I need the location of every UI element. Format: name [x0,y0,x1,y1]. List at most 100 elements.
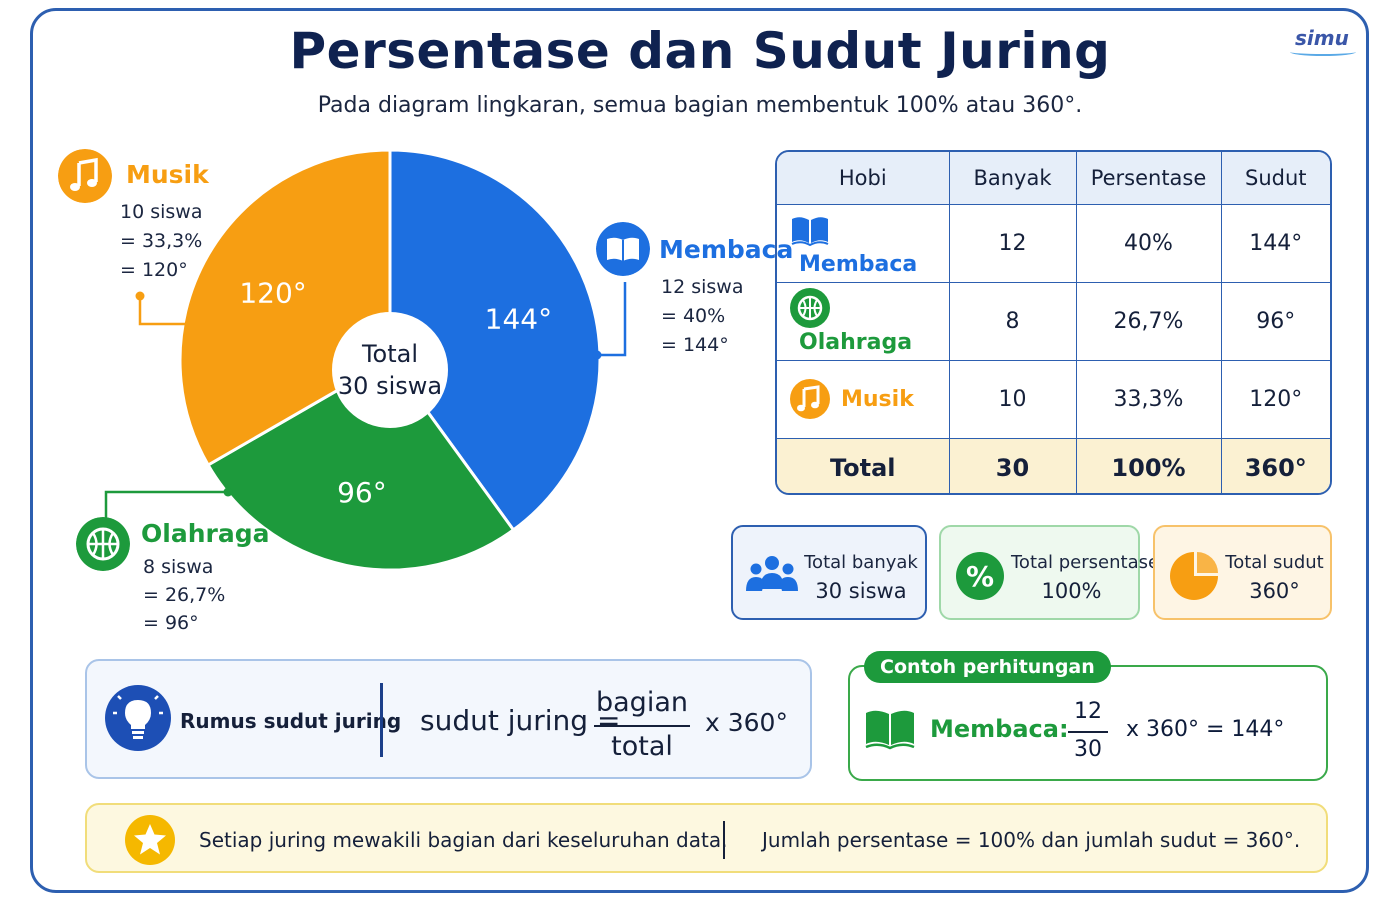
callout-membaca-line-2: = 40% [661,305,726,327]
table-header-hobi: Hobi [777,152,950,205]
card-label: Total sudut [1225,552,1324,573]
formula-label: Rumus sudut juring [180,709,402,733]
formula-lhs: sudut juring = [420,704,621,737]
card-total-persentase: % Total persentase 100% [939,525,1160,620]
page-title: Persentase dan Sudut Juring [289,22,1111,80]
formula-rhs: x 360° [705,708,788,737]
example-box: Contoh perhitungan Membaca: 12 30 x 360°… [848,651,1328,781]
formula-numerator: bagian [596,687,688,718]
pie-slice-label-membaca: 144° [485,302,552,335]
table-row: Olahraga 8 26,7% 96° [777,281,1330,361]
book-icon [865,710,915,750]
basketball-icon [76,517,130,571]
formula-fraction-bar [594,725,690,727]
star-icon [125,815,175,865]
card-value: 360° [1249,579,1300,603]
callout-olahraga-line-2: = 26,7% [143,584,226,606]
callout-olahraga-name: Olahraga [141,519,270,548]
musik-leader-line [138,296,190,326]
table-total-row: Total 30 100% 360° [777,437,1330,493]
table-hobi-name: Membaca [799,251,918,277]
pie-center-label-2: 30 siswa [338,372,442,400]
brand-logo: simu [1295,26,1349,50]
formula-denominator: total [611,731,673,762]
card-value: 100% [1041,579,1102,603]
note-right-text: Jumlah persentase = 100% dan jumlah sudu… [762,828,1301,852]
pie-center-label-1: Total [361,340,418,368]
callout-olahraga-line-3: = 96° [143,612,199,634]
table-hobi-name: Musik [841,386,914,412]
formula-box: Rumus sudut juring sudut juring = bagian… [85,659,812,779]
callout-membaca-name: Membaca [659,235,794,264]
basketball-icon [790,288,830,329]
svg-text:%: % [966,560,994,593]
table-cell-persentase: 26,7% [1075,281,1222,361]
callout-musik-line-3: = 120° [120,259,188,281]
page-subtitle: Pada diagram lingkaran, semua bagian mem… [317,93,1083,118]
example-rhs: x 360° = 144° [1126,717,1285,742]
table-total-label: Total [777,437,950,493]
table-header-row: Hobi Banyak Persentase Sudut [777,152,1330,205]
card-total-banyak: Total banyak 30 siswa [731,525,927,620]
table-cell-sudut: 96° [1220,281,1330,361]
olahraga-leader-dot [223,487,233,497]
note-divider [723,821,725,859]
membaca-leader-dot [592,350,602,360]
table-header-banyak: Banyak [948,152,1077,205]
people-icon [746,556,798,591]
table-header-persentase: Persentase [1075,152,1222,205]
callout-musik-line-1: 10 siswa [120,201,203,223]
book-icon [596,222,650,276]
pie-slice-membaca [388,148,602,532]
example-numerator: 12 [1074,699,1102,724]
data-table: Hobi Banyak Persentase Sudut Membaca 12 … [775,150,1332,495]
table-cell-sudut: 144° [1220,203,1330,283]
callout-membaca-line-3: = 144° [661,334,729,356]
callout-membaca-line-1: 12 siswa [661,276,744,298]
card-label: Total banyak [804,552,918,573]
table-total-persentase: 100% [1075,437,1222,493]
table-cell-banyak: 8 [948,281,1077,361]
music-note-icon [790,379,830,419]
callout-musik-name: Musik [126,160,209,189]
example-tag: Contoh perhitungan [864,651,1111,683]
table-cell-persentase: 33,3% [1075,359,1222,439]
pie-slice-label-musik: 120° [239,277,306,310]
lightbulb-icon [105,685,171,751]
music-note-icon [58,149,112,203]
table-cell-persentase: 40% [1075,203,1222,283]
pie-slice-olahraga [206,358,516,572]
example-label: Membaca: [930,715,1069,743]
callout-olahraga-line-1: 8 siswa [143,556,214,578]
table-cell-banyak: 10 [948,359,1077,439]
table-cell-sudut: 120° [1220,359,1330,439]
table-cell-banyak: 12 [948,203,1077,283]
pie-center-hole [332,312,448,428]
example-fraction-bar [1068,731,1108,733]
pie-chart-icon [1170,552,1218,600]
membaca-leader-line [597,282,627,357]
table-row: Membaca 12 40% 144° [777,203,1330,283]
musik-leader-dot [135,291,145,301]
formula-divider [380,683,383,757]
olahraga-leader-line [104,490,228,520]
pie-slice-label-olahraga: 96° [337,476,387,509]
book-icon [791,217,829,247]
callout-musik-line-2: = 33,3% [120,230,203,252]
table-cell-hobi: Membaca [777,203,950,283]
card-label: Total persentase [1011,552,1160,573]
table-hobi-name: Olahraga [799,329,913,355]
table-total-banyak: 30 [948,437,1077,493]
table-header-sudut: Sudut [1220,152,1330,205]
example-denominator: 30 [1074,737,1102,762]
table-cell-hobi: Olahraga [777,281,950,361]
note-box: Setiap juring mewakili bagian dari kesel… [85,803,1328,873]
card-total-sudut: Total sudut 360° [1153,525,1332,620]
table-row: Musik 10 33,3% 120° [777,359,1330,439]
logo-swoosh [1290,48,1356,56]
table-cell-hobi: Musik [777,359,950,439]
card-value: 30 siswa [815,579,907,603]
table-total-sudut: 360° [1220,437,1330,493]
percent-icon: % [956,552,1004,600]
